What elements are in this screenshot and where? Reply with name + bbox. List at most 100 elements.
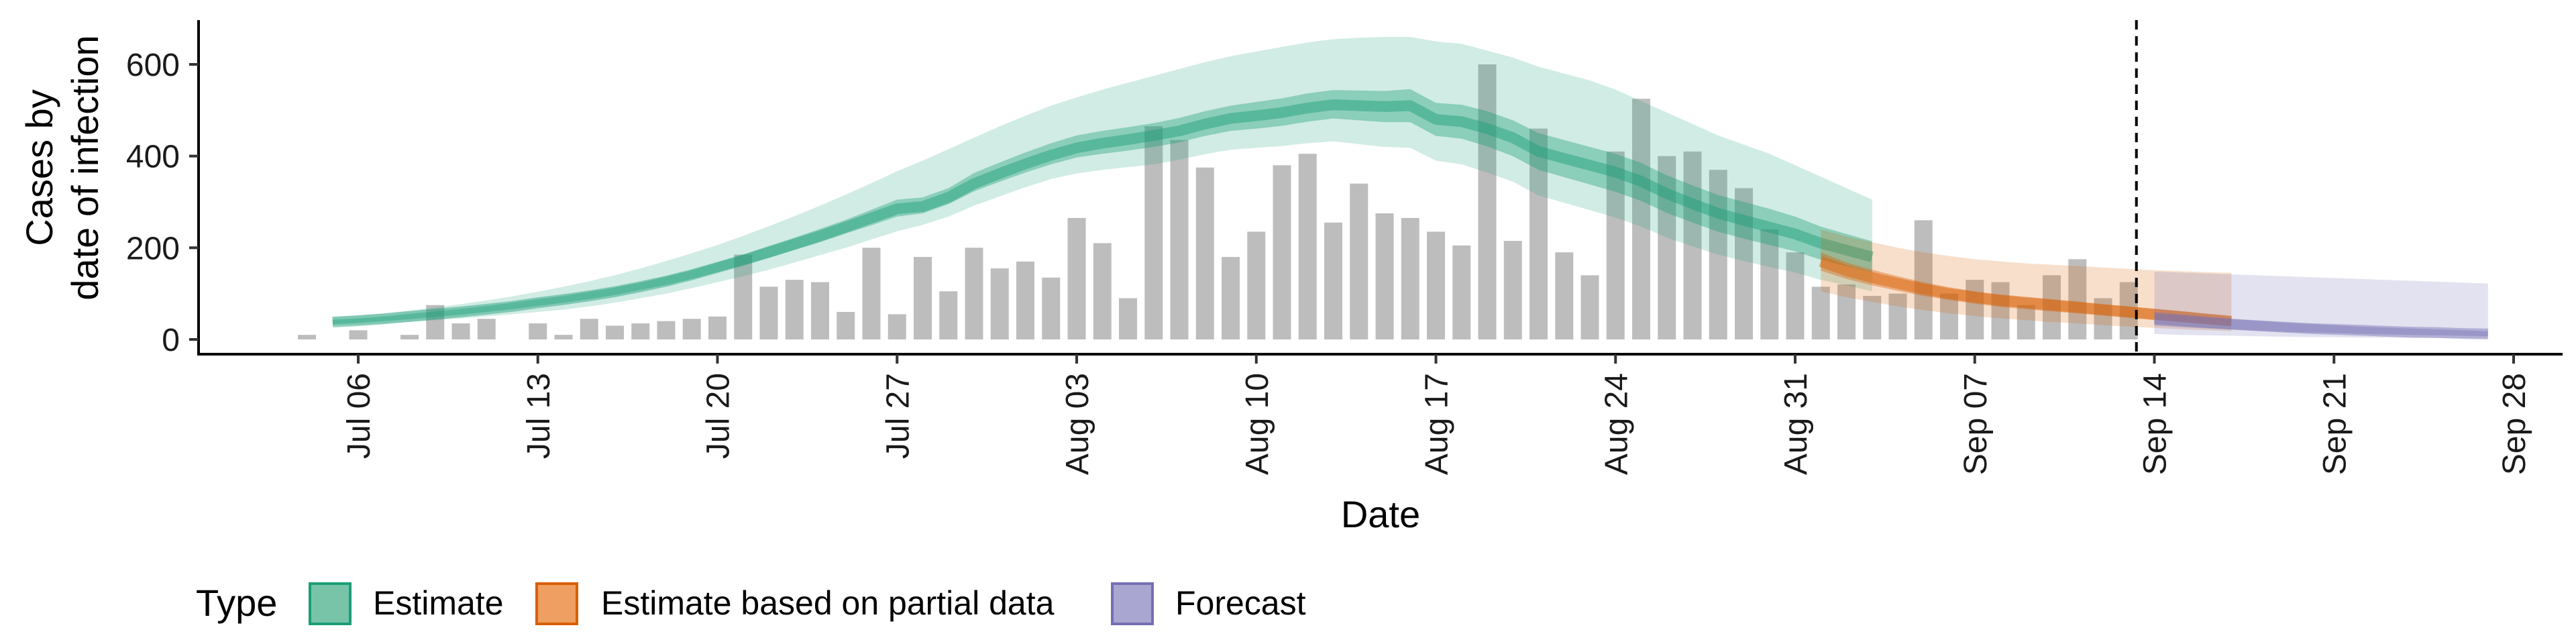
reported-cases-bar	[1632, 99, 1650, 339]
reported-cases-bar	[1529, 128, 1548, 339]
reported-cases-bar	[990, 268, 1009, 339]
reported-cases-bar	[811, 282, 829, 339]
y-tick-label: 200	[126, 231, 180, 266]
reported-cases-bar	[580, 319, 598, 339]
reported-cases-bars	[298, 64, 2138, 340]
estimate-bands	[332, 37, 2488, 339]
reported-cases-bar	[2017, 305, 2035, 339]
reported-cases-bar	[1991, 282, 2010, 339]
y-tick-label: 0	[162, 323, 180, 358]
x-tick-label: Sep 28	[2497, 373, 2532, 475]
reported-cases-bar	[657, 321, 676, 339]
reported-cases-bar	[1427, 231, 1445, 339]
x-tick-label: Sep 14	[2138, 373, 2174, 475]
reported-cases-bar	[477, 319, 496, 339]
reported-cases-bar	[1888, 293, 1907, 339]
reported-cases-bar	[1093, 243, 1112, 339]
reported-cases-bar	[1375, 213, 1394, 339]
reported-cases-bar	[1555, 252, 1574, 339]
reported-cases-bar	[2119, 282, 2138, 339]
reported-cases-bar	[2043, 275, 2061, 339]
estimate-based-on-partial-data-median-line	[1819, 256, 2233, 327]
reported-cases-bar	[708, 316, 727, 339]
reported-cases-bar	[785, 280, 804, 339]
y-tick-label: 400	[126, 140, 180, 175]
reported-cases-bar	[1914, 220, 1933, 339]
reported-cases-bar	[1298, 154, 1317, 339]
reported-cases-bar	[888, 314, 906, 339]
x-tick-label: Aug 10	[1240, 373, 1275, 475]
reported-cases-bar	[1144, 126, 1163, 339]
x-tick-label: Sep 21	[2317, 373, 2353, 475]
reported-cases-bar	[682, 319, 701, 339]
forecast-outer-band	[2154, 271, 2488, 339]
x-tick-label: Aug 31	[1778, 373, 1814, 475]
x-tick-label: Aug 24	[1599, 373, 1634, 475]
reported-cases-bar	[939, 291, 958, 339]
reported-cases-bar	[1503, 241, 1522, 339]
x-tick-label: Jul 13	[521, 373, 557, 459]
y-tick-label: 600	[126, 48, 180, 83]
reported-cases-bar	[1683, 151, 1702, 340]
reported-cases-bar	[1067, 217, 1086, 339]
reported-cases-bar	[1222, 257, 1240, 339]
reported-cases-bar	[862, 248, 881, 339]
legend-title: Type	[196, 582, 277, 624]
x-tick-label: Sep 07	[1958, 373, 1994, 475]
reported-cases-bar	[451, 323, 470, 339]
reported-cases-bar	[426, 305, 445, 339]
reported-cases-bar	[1247, 231, 1266, 339]
reported-cases-bar	[1478, 64, 1497, 339]
legend: Type Estimate Estimate based on partial …	[196, 582, 1306, 625]
legend-label-forecast: Forecast	[1175, 584, 1306, 622]
reported-cases-bar	[1452, 245, 1471, 339]
y-axis-ticks: 0 200 400 600	[126, 48, 199, 358]
reported-cases-bar	[1658, 156, 1676, 339]
reported-cases-bar	[1811, 286, 1830, 339]
reported-cases-bar	[298, 335, 316, 339]
reported-cases-bar	[1273, 165, 1291, 340]
x-tick-label: Jul 27	[880, 373, 916, 459]
reported-cases-bar	[759, 286, 778, 339]
reported-cases-bar	[965, 248, 983, 339]
reported-cases-bar	[631, 323, 650, 339]
reported-cases-bar	[1119, 298, 1137, 339]
reported-cases-bar	[554, 335, 573, 339]
reported-cases-bar	[1016, 261, 1034, 339]
reported-cases-bar	[2068, 259, 2087, 339]
legend-label-partial: Estimate based on partial data	[601, 584, 1055, 622]
estimate-inner-band	[332, 89, 1872, 325]
estimate-outer-band	[332, 37, 1872, 326]
reported-cases-bar	[2094, 298, 2112, 339]
x-axis-title: Date	[1341, 493, 1420, 535]
reported-cases-bar	[1170, 140, 1189, 339]
legend-label-estimate: Estimate	[373, 584, 504, 622]
reported-cases-bar	[349, 330, 368, 339]
reported-cases-bar	[1042, 277, 1061, 339]
estimate-based-on-partial-data-outer-band	[1821, 229, 2232, 331]
forecast-median-line	[2153, 313, 2488, 339]
reported-cases-bar	[1709, 170, 1727, 339]
reported-cases-bar	[734, 254, 753, 339]
legend-key-forecast	[1111, 582, 1154, 625]
reported-cases-bar	[1606, 151, 1625, 340]
reported-cases-bar	[1350, 183, 1368, 339]
x-tick-label: Aug 17	[1419, 373, 1455, 475]
legend-key-estimate	[309, 582, 352, 625]
estimate-based-on-partial-data-inner-band	[1821, 252, 2232, 326]
forecast-inner-band	[2154, 312, 2488, 337]
reported-cases-bar	[606, 325, 624, 339]
reported-cases-bar	[1401, 217, 1419, 339]
y-axis-title-line1: Cases by	[18, 89, 60, 246]
reported-cases-bar	[400, 335, 419, 339]
reported-cases-bar	[1940, 293, 1958, 339]
reported-cases-bar	[1966, 280, 1984, 339]
reported-cases-bar	[1863, 296, 1882, 339]
estimate-median-line	[332, 99, 1874, 327]
y-axis-title-line2: date of infection	[64, 35, 106, 300]
reported-cases-bar	[1195, 167, 1214, 339]
reported-cases-bar	[1735, 188, 1753, 339]
x-tick-label: Jul 20	[701, 373, 737, 459]
reported-cases-bar	[1580, 275, 1599, 339]
